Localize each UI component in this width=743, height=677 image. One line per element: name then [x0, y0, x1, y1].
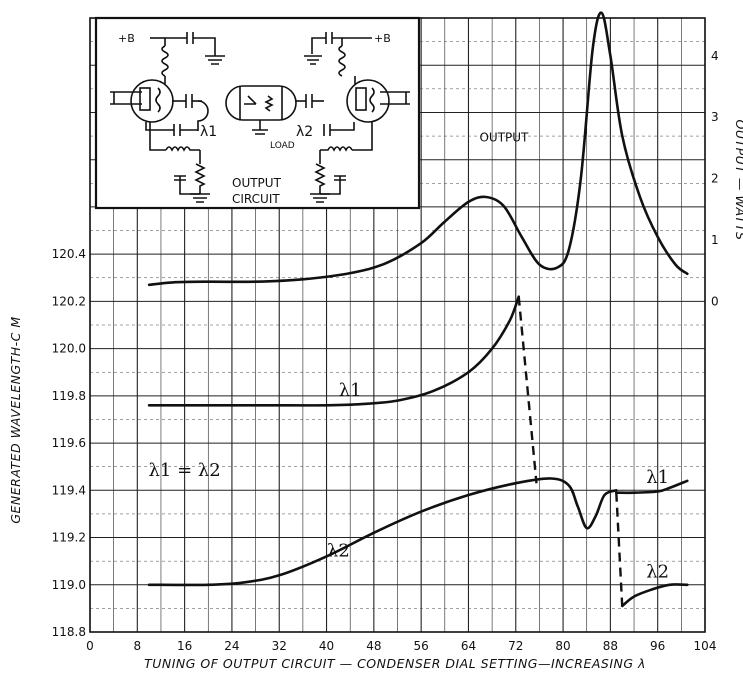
series-annotation: λ1 — [646, 467, 669, 488]
load-coupling — [225, 85, 297, 121]
right-tick-label: 3 — [711, 110, 719, 124]
supply-right-label: +B — [374, 32, 391, 45]
x-tick-label: 104 — [694, 639, 717, 653]
left-tick-label: 120.2 — [52, 294, 86, 308]
right-axis-ticks: 0 1 2 3 4 5 — [711, 0, 719, 308]
left-tick-label: 119.2 — [52, 531, 86, 545]
output-circuit-inset: +B +B λ1 λ2 LOAD OUTPUT CIRCUIT — [94, 16, 421, 210]
series-group — [147, 11, 689, 608]
x-tick-label: 0 — [86, 639, 94, 653]
annotations: OUTPUT λ1 λ2 λ1 = λ2 λ1 λ2 — [148, 131, 669, 583]
right-tick-label: 1 — [711, 233, 719, 247]
series-line--2-lower-branch — [620, 583, 689, 608]
x-tick-label: 48 — [366, 639, 381, 653]
left-tick-label: 119.0 — [52, 578, 86, 592]
inset-title-line1: OUTPUT — [232, 176, 282, 190]
series-annotation: OUTPUT — [479, 131, 529, 145]
series-annotation: λ2 — [646, 562, 669, 583]
inset-lambda2-label: λ2 — [296, 124, 313, 140]
series-annotation: λ1 = λ2 — [148, 460, 220, 481]
series-annotation: λ2 — [327, 540, 350, 561]
right-tick-label: 0 — [711, 294, 719, 308]
left-tick-label: 120.4 — [52, 247, 86, 261]
right-tube — [346, 79, 390, 123]
inset-title-line2: CIRCUIT — [232, 192, 280, 206]
x-axis-title: TUNING OF OUTPUT CIRCUIT — CONDENSER DIA… — [144, 656, 646, 671]
x-tick-label: 80 — [555, 639, 570, 653]
x-tick-label: 32 — [272, 639, 287, 653]
x-tick-label: 96 — [650, 639, 665, 653]
x-tick-label: 88 — [603, 639, 618, 653]
inset-lambda1-label: λ1 — [200, 124, 217, 140]
left-tick-label: 120.0 — [52, 342, 86, 356]
x-tick-label: 24 — [224, 639, 239, 653]
x-tick-label: 16 — [177, 639, 192, 653]
series-line--1-upper-branch — [615, 479, 689, 495]
left-tick-label: 118.8 — [52, 625, 86, 639]
x-tick-label: 56 — [414, 639, 429, 653]
inset-frame — [94, 16, 421, 210]
right-axis-title: OUTPUT — WATTS — [733, 120, 743, 241]
left-axis-ticks: 118.8 119.0 119.2 119.4 119.6 119.8 120.0 120.2… — [52, 247, 86, 639]
x-axis-ticks: 0 8 16 24 32 40 48 56 64 72 80 88 96 104 — [86, 639, 716, 653]
mode-jump-dashed-line — [517, 296, 538, 484]
x-tick-label: 8 — [133, 639, 141, 653]
x-tick-label: 64 — [461, 639, 476, 653]
series-annotation: λ1 — [339, 380, 362, 401]
series-line--1 — [147, 295, 520, 407]
left-tick-label: 119.6 — [52, 436, 86, 450]
mode-jump-dashed-line — [615, 492, 624, 607]
right-tick-label: 5 — [711, 0, 719, 1]
supply-left-label: +B — [118, 32, 135, 45]
left-tick-label: 119.8 — [52, 389, 86, 403]
load-label: LOAD — [270, 141, 295, 151]
x-tick-label: 72 — [508, 639, 523, 653]
circuit-schematic — [110, 32, 410, 203]
right-tick-label: 2 — [711, 172, 719, 186]
right-tick-label: 4 — [711, 49, 719, 63]
x-tick-label: 40 — [319, 639, 334, 653]
left-tick-label: 119.4 — [52, 483, 86, 497]
left-axis-title: GENERATED WAVELENGTH-C M — [8, 316, 23, 523]
series-line-output — [147, 11, 689, 287]
series-line--2 — [147, 477, 618, 587]
